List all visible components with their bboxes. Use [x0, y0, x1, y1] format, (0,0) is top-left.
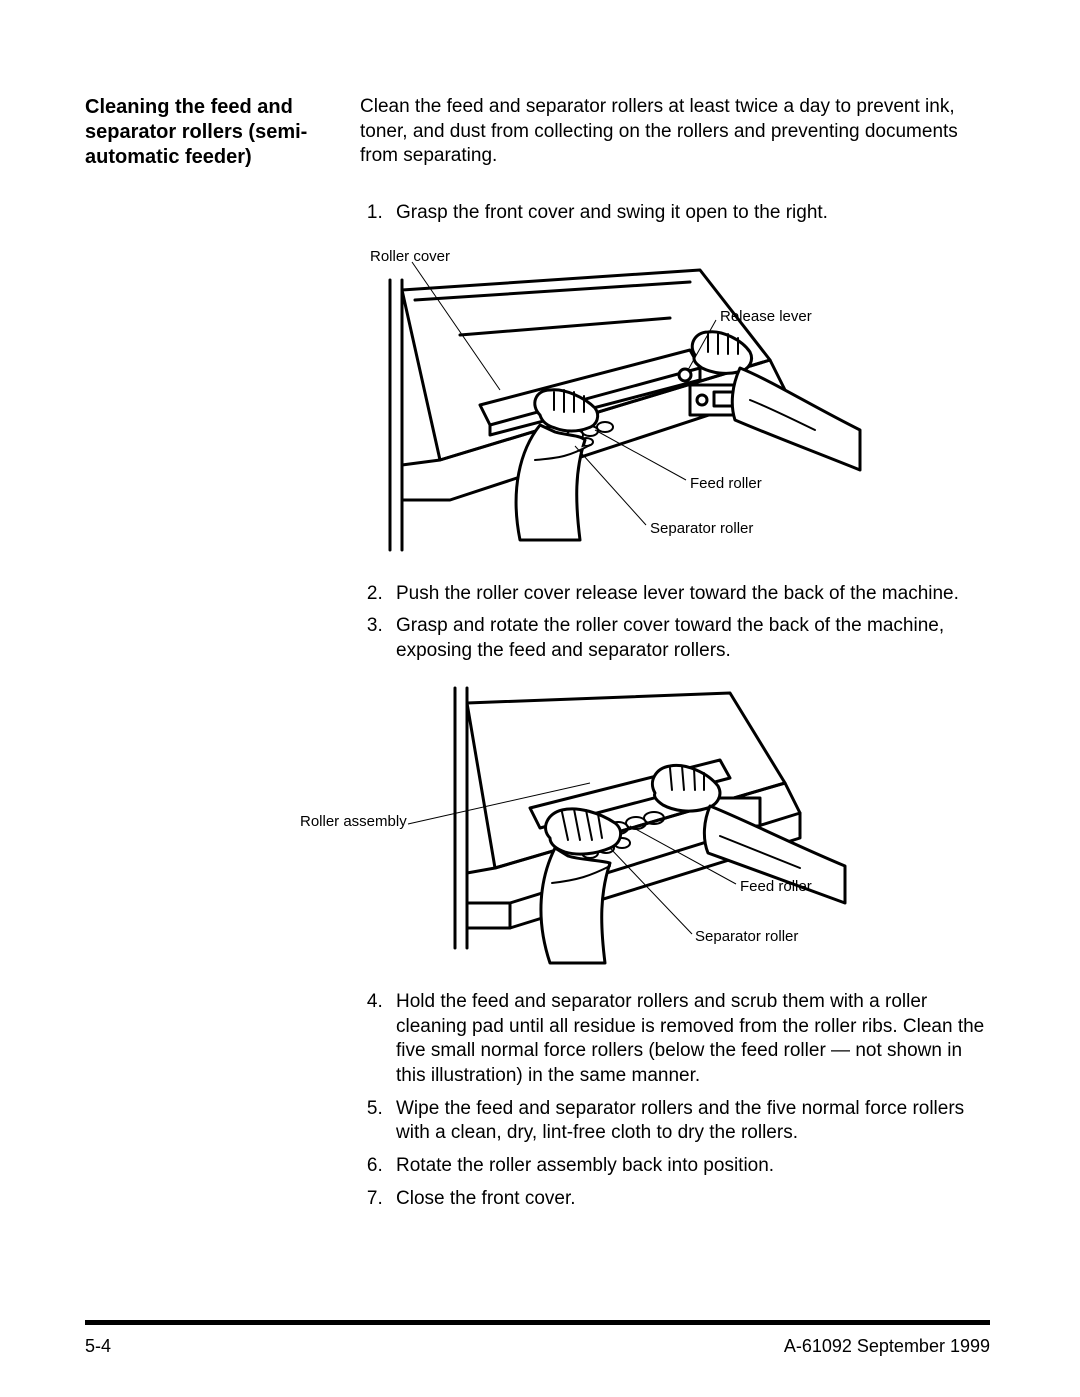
left-column: Cleaning the feed and separator rollers … [85, 95, 330, 1219]
fig1-label-feed-roller: Feed roller [690, 475, 762, 492]
fig1-label-release-lever: Release lever [720, 308, 812, 325]
footer-doc: A-61092 September 1999 [784, 1336, 990, 1357]
step-5: Wipe the feed and separator rollers and … [388, 1097, 990, 1146]
step-4: Hold the feed and separator rollers and … [388, 990, 990, 1089]
steps-list: Grasp the front cover and swing it open … [360, 201, 990, 226]
fig2-label-separator-roller: Separator roller [695, 928, 798, 945]
steps-list-2: Push the roller cover release lever towa… [360, 582, 990, 664]
step-1: Grasp the front cover and swing it open … [388, 201, 990, 226]
step-7: Close the front cover. [388, 1187, 990, 1212]
section-title: Cleaning the feed and separator rollers … [85, 95, 330, 170]
figure-1-svg [340, 240, 900, 560]
fig1-label-separator-roller: Separator roller [650, 520, 753, 537]
right-column: Clean the feed and separator rollers at … [360, 95, 990, 1219]
steps-list-3: Hold the feed and separator rollers and … [360, 990, 990, 1212]
fig2-label-feed-roller: Feed roller [740, 878, 812, 895]
step-6: Rotate the roller assembly back into pos… [388, 1154, 990, 1179]
intro-paragraph: Clean the feed and separator rollers at … [360, 95, 990, 169]
footer-rule [85, 1320, 990, 1325]
step-2: Push the roller cover release lever towa… [388, 582, 990, 607]
fig2-label-roller-assembly: Roller assembly [300, 813, 407, 830]
figure-1: Roller cover Release lever Feed roller S… [340, 240, 900, 560]
step-3: Grasp and rotate the roller cover toward… [388, 614, 990, 663]
footer-page: 5-4 [85, 1336, 111, 1357]
figure-2: Roller assembly Feed roller Separator ro… [300, 678, 900, 968]
footer: 5-4 A-61092 September 1999 [85, 1336, 990, 1357]
page: Cleaning the feed and separator rollers … [0, 0, 1080, 1397]
content-row: Cleaning the feed and separator rollers … [85, 95, 990, 1219]
fig1-label-roller-cover: Roller cover [370, 248, 450, 265]
